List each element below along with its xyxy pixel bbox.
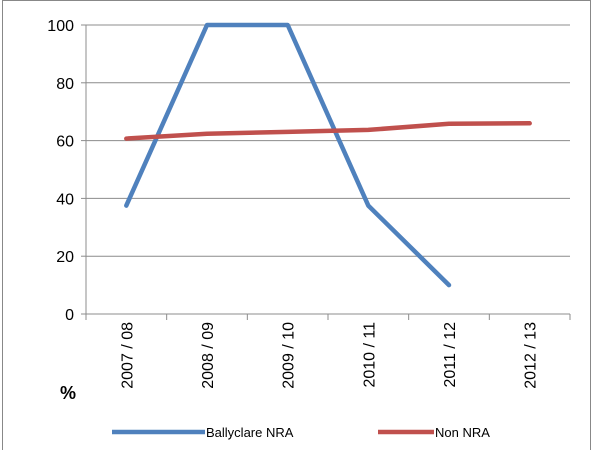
y-tick-label: 60 <box>56 134 74 151</box>
series-lines <box>124 22 532 288</box>
y-tick-label: 20 <box>56 249 74 266</box>
legend-label: Ballyclare NRA <box>206 425 294 440</box>
legend-label: Non NRA <box>435 425 490 440</box>
y-tick-label: 80 <box>56 76 74 93</box>
legend: Ballyclare NRA Non NRA <box>112 425 490 440</box>
y-tick-label: 40 <box>56 191 74 208</box>
y-tick-labels: 0 20 40 60 80 100 <box>47 18 74 324</box>
y-tick-label: 100 <box>47 18 74 35</box>
series-line-0 <box>124 22 452 288</box>
x-tick-label: 2009 / 10 <box>281 322 298 389</box>
gridlines <box>86 24 570 257</box>
y-tick-label: 0 <box>65 307 74 324</box>
series-line-1 <box>124 121 532 141</box>
x-tick-label: 2012 / 13 <box>523 322 540 389</box>
y-axis-label: % <box>60 383 76 403</box>
axes <box>81 24 571 320</box>
chart-border-left <box>2 0 3 450</box>
x-tick-label: 2007 / 08 <box>119 322 136 389</box>
x-tick-label: 2008 / 09 <box>200 322 217 389</box>
x-tick-labels: 2007 / 08 2008 / 09 2009 / 10 2010 / 11 2011… <box>119 322 539 389</box>
chart-border-top <box>2 0 591 1</box>
x-tick-label: 2011 / 12 <box>442 322 459 388</box>
x-tick-label: 2010 / 11 <box>361 322 378 388</box>
